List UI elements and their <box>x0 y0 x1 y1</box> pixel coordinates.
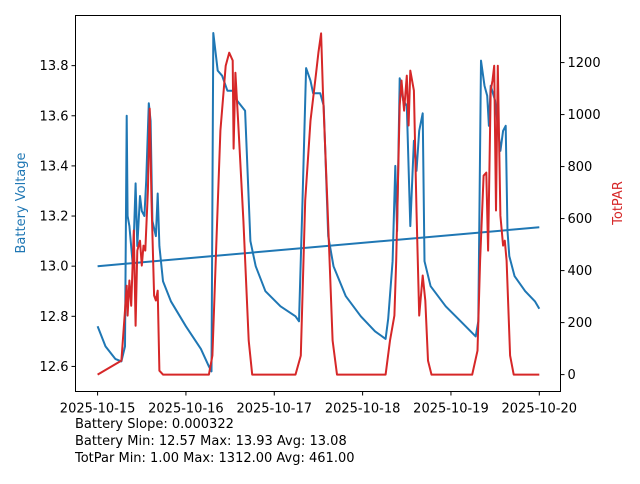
series-battery-trend <box>97 226 540 268</box>
left-tick-label: 12.6 <box>40 360 69 375</box>
x-tick-label: 2025-10-16 <box>148 402 224 417</box>
right-tick-label: 400 <box>568 264 593 279</box>
x-tick-label: 2025-10-15 <box>60 402 136 417</box>
left-tick-label: 13.0 <box>40 260 69 275</box>
series-totpar <box>97 32 540 376</box>
right-tick-label: 1000 <box>568 108 601 123</box>
right-tick-label: 800 <box>568 160 593 175</box>
left-tick-label: 13.6 <box>40 109 69 124</box>
plot-frame <box>75 15 561 392</box>
right-tick-label: 200 <box>568 316 593 331</box>
right-axis-label: TotPAR <box>611 181 626 226</box>
x-axis: 2025-10-15 2025-10-16 2025-10-17 2025-10-18… <box>60 391 578 417</box>
x-tick-label: 2025-10-17 <box>236 402 312 417</box>
series-layer <box>96 32 541 376</box>
stats-annotations: Battery Slope: 0.000322 Battery Min: 12.… <box>75 416 355 467</box>
x-tick-label: 2025-10-19 <box>413 402 489 417</box>
left-tick-label: 13.2 <box>40 210 69 225</box>
right-tick-label: 0 <box>568 368 576 383</box>
x-tick-label: 2025-10-20 <box>502 402 578 417</box>
totpar-stats-text: TotPar Min: 1.00 Max: 1312.00 Avg: 461.0… <box>75 451 355 466</box>
series-battery-voltage <box>96 32 541 373</box>
right-tick-label: 600 <box>568 212 593 227</box>
x-tick-label: 2025-10-18 <box>325 402 401 417</box>
right-axis: 0 200 400 600 800 1000 1200 <box>560 56 601 383</box>
battery-stats-text: Battery Min: 12.57 Max: 13.93 Avg: 13.08 <box>75 434 347 449</box>
left-axis: 12.6 12.8 13.0 13.2 13.4 13.6 13.8 <box>40 59 76 375</box>
left-tick-label: 13.8 <box>40 59 69 74</box>
battery-slope-text: Battery Slope: 0.000322 <box>75 417 234 432</box>
right-tick-label: 1200 <box>568 56 601 71</box>
left-tick-label: 13.4 <box>40 159 69 174</box>
left-axis-label: Battery Voltage <box>14 152 29 253</box>
left-tick-label: 12.8 <box>40 310 69 325</box>
